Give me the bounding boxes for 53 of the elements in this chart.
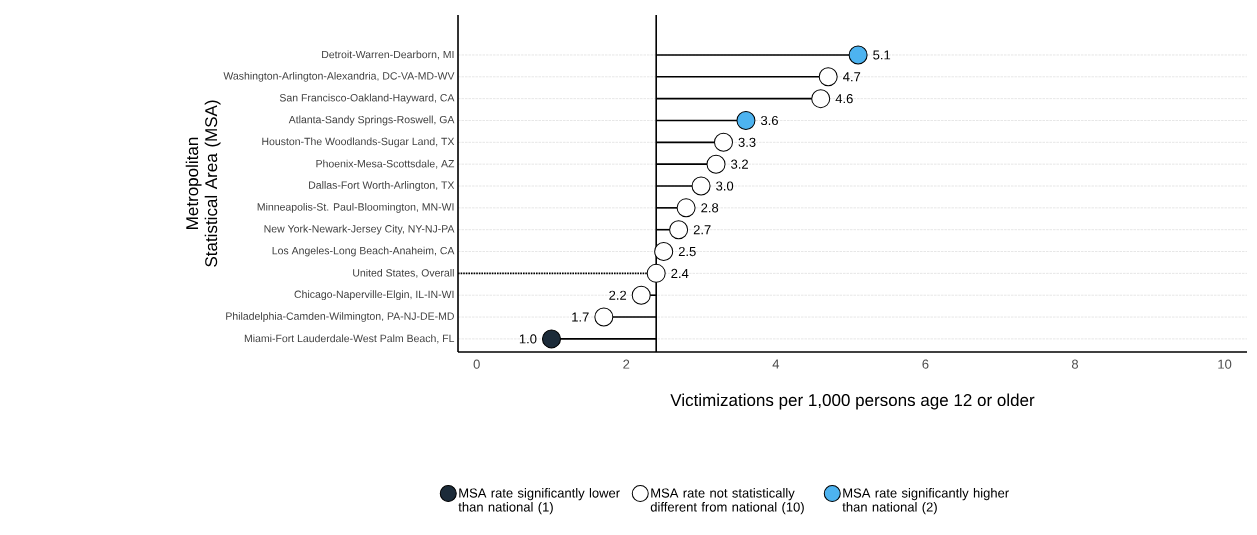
data-label: 2.5 — [678, 246, 696, 257]
data-label: 5.1 — [873, 50, 891, 60]
legend-label: MSA rate significantly higher than national (2) — [842, 488, 1009, 515]
y-tick-label: Dallas-Fort Worth-Arlington, TX — [309, 181, 455, 191]
y-tick-label: New York-Newark-Jersey City, NY-NJ-PA — [264, 224, 455, 235]
y-tick-label: San Francisco-Oakland-Hayward, CA — [279, 93, 455, 104]
y-tick-label: United States, Overall — [353, 268, 454, 278]
y-axis-title: Metropolitan Statistical Area (MSA) — [185, 100, 221, 267]
point — [714, 132, 733, 152]
data-label: 3.2 — [731, 159, 748, 169]
y-tick-label: Washington-Arlington-Alexandria, DC-VA-MD-WV — [223, 71, 455, 82]
data-label: 2.4 — [671, 268, 689, 278]
data-label: 2.7 — [693, 225, 711, 235]
point — [691, 176, 711, 196]
data-label: 1.0 — [519, 334, 537, 344]
data-label: 4.7 — [843, 72, 861, 82]
y-tick-label: Detroit-Warren-Dearborn, MI — [322, 50, 454, 60]
x-tick-label: 8 — [1071, 359, 1079, 369]
legend-label: MSA rate not statistically different from national (10) — [650, 488, 804, 515]
y-tick-label: Atlanta-Sandy Springs-Roswell, GA — [288, 115, 455, 126]
point — [646, 263, 666, 283]
y-tick-label: Minneapolis-St. Paul-Bloomington, MN-WI — [257, 202, 454, 213]
point — [848, 45, 868, 65]
y-tick-label: Philadelphia-Camden-Wilmington, PA-NJ-DE-MD — [226, 312, 454, 322]
data-label: 3.3 — [738, 137, 756, 147]
x-tick-label: 10 — [1218, 359, 1232, 369]
point — [706, 154, 726, 174]
y-tick-label: Phoenix-Mesa-Scottsdale, AZ — [316, 159, 455, 169]
x-tick-label: 6 — [922, 359, 929, 369]
point — [541, 329, 561, 349]
y-tick-label: Chicago-Naperville-Elgin, IL-IN-WI — [294, 290, 454, 301]
point — [654, 242, 674, 262]
y-tick-label: Miami-Fort Lauderdale-West Palm Beach, FL — [244, 334, 455, 344]
y-tick-label: Los Angeles-Long Beach-Anaheim, CA — [272, 246, 455, 257]
data-label: 3.0 — [716, 181, 734, 191]
y-tick-label: Houston-The Woodlands-Sugar Land, TX — [262, 137, 455, 148]
point — [811, 89, 831, 109]
point — [594, 307, 614, 327]
x-tick-label: 2 — [623, 359, 630, 369]
data-label: 4.6 — [835, 94, 853, 104]
legend-label: MSA rate significantly lower than national (1) — [458, 488, 620, 515]
data-label: 3.6 — [760, 115, 778, 126]
point — [669, 220, 689, 240]
x-axis-title: Victimizations per 1,000 persons age 12 or older — [670, 393, 1035, 410]
point — [676, 198, 696, 218]
data-label: 1.7 — [572, 312, 589, 322]
data-label: 2.8 — [701, 203, 719, 213]
point — [631, 285, 651, 305]
x-tick-label: 0 — [473, 359, 480, 369]
data-label: 2.2 — [609, 290, 627, 300]
point — [736, 110, 756, 130]
point — [818, 67, 838, 87]
x-tick-label: 4 — [772, 359, 780, 369]
